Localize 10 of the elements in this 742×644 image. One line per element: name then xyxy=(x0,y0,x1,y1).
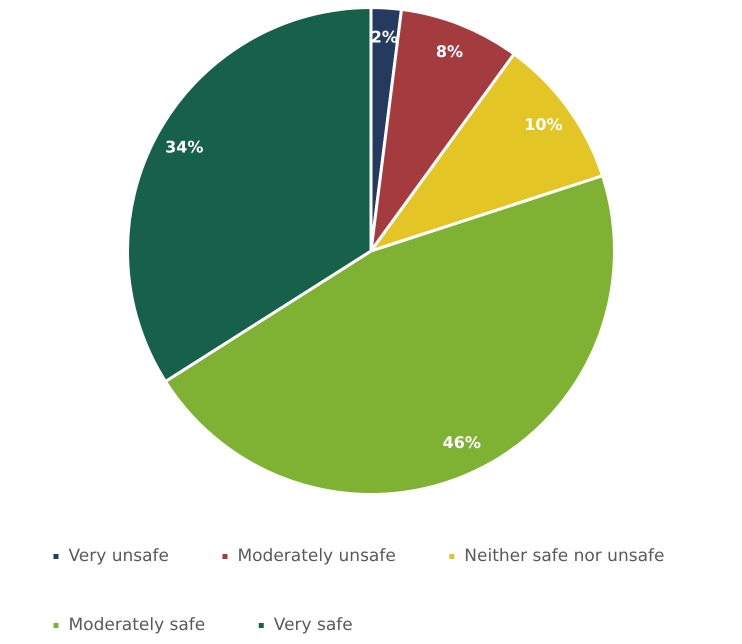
data-label: 46% xyxy=(442,432,481,452)
data-label: 2% xyxy=(370,28,398,47)
data-label: 8% xyxy=(436,42,464,62)
legend-label: Moderately safe xyxy=(68,614,206,635)
data-label: 34% xyxy=(165,138,204,157)
data-label: 10% xyxy=(524,114,563,134)
legend-label: Very safe xyxy=(274,614,353,635)
legend-label: Very unsafe xyxy=(68,546,169,566)
legend-label: Neither safe nor unsafe xyxy=(464,546,664,566)
legend-label: Moderately unsafe xyxy=(237,546,396,566)
